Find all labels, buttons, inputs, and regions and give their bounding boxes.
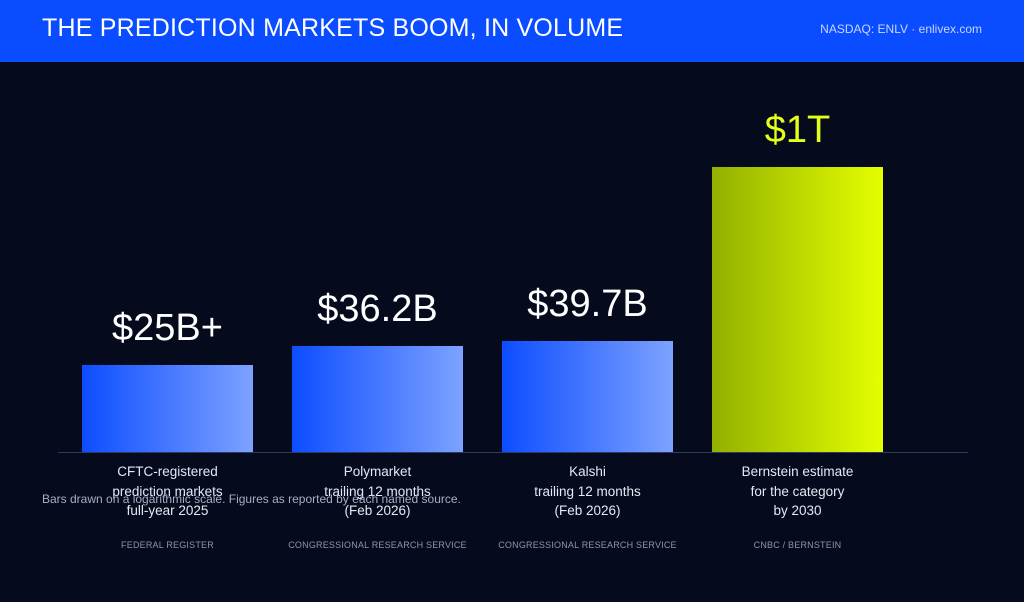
category-label: Kalshi trailing 12 months (Feb 2026) [478, 462, 698, 521]
category-label-line: trailing 12 months [324, 483, 431, 499]
category-label-line: (Feb 2026) [344, 503, 411, 518]
header-ticker: NASDAQ: ENLV · enlivex.com [820, 22, 982, 36]
bar-3 [502, 340, 673, 452]
bar-value-label: $25B+ [112, 307, 223, 350]
source-label: CONGRESSIONAL RESEARCH SERVICE [288, 540, 467, 550]
chart-baseline [58, 452, 968, 453]
category-label-line: Polymarket [343, 464, 412, 479]
source-label: FEDERAL REGISTER [121, 540, 214, 550]
page-title: THE PREDICTION MARKETS BOOM, IN VOLUME [42, 14, 624, 42]
bar-4 [712, 167, 883, 452]
bar-value-label: $36.2B [317, 287, 438, 330]
bar-2 [292, 345, 463, 452]
category-label-line: Kalshi [569, 464, 606, 479]
header-bar: THE PREDICTION MARKETS BOOM, IN VOLUME N… [0, 0, 1024, 62]
category-label-line: by 2030 [773, 503, 822, 518]
bar-chart: $25B+ CFTC-registered prediction markets fu… [0, 62, 1024, 602]
category-label-line: Bernstein estimate [741, 464, 854, 479]
bar-1 [82, 365, 253, 452]
category-label-line: prediction markets [112, 483, 223, 499]
category-label-line: CFTC-registered [117, 464, 218, 479]
source-label: CNBC / BERNSTEIN [753, 540, 842, 550]
category-label-line: full-year 2025 [126, 503, 209, 518]
bar-value-label: $1T [764, 109, 831, 151]
category-label-line: (Feb 2026) [554, 503, 621, 518]
category-label-line: trailing 12 months [534, 483, 641, 499]
bar-value-label: $39.7B [527, 282, 648, 325]
category-label: Bernstein estimate for the category by 203… [688, 462, 908, 521]
chart-footnote: Bars drawn on a logarithmic scale. Figur… [42, 492, 461, 506]
category-label: Polymarket trailing 12 months (Feb 2026) [268, 462, 488, 521]
category-label-line: for the category [750, 483, 845, 499]
category-label: CFTC-registered prediction markets full-ye… [58, 462, 278, 521]
source-label: CONGRESSIONAL RESEARCH SERVICE [498, 540, 677, 550]
